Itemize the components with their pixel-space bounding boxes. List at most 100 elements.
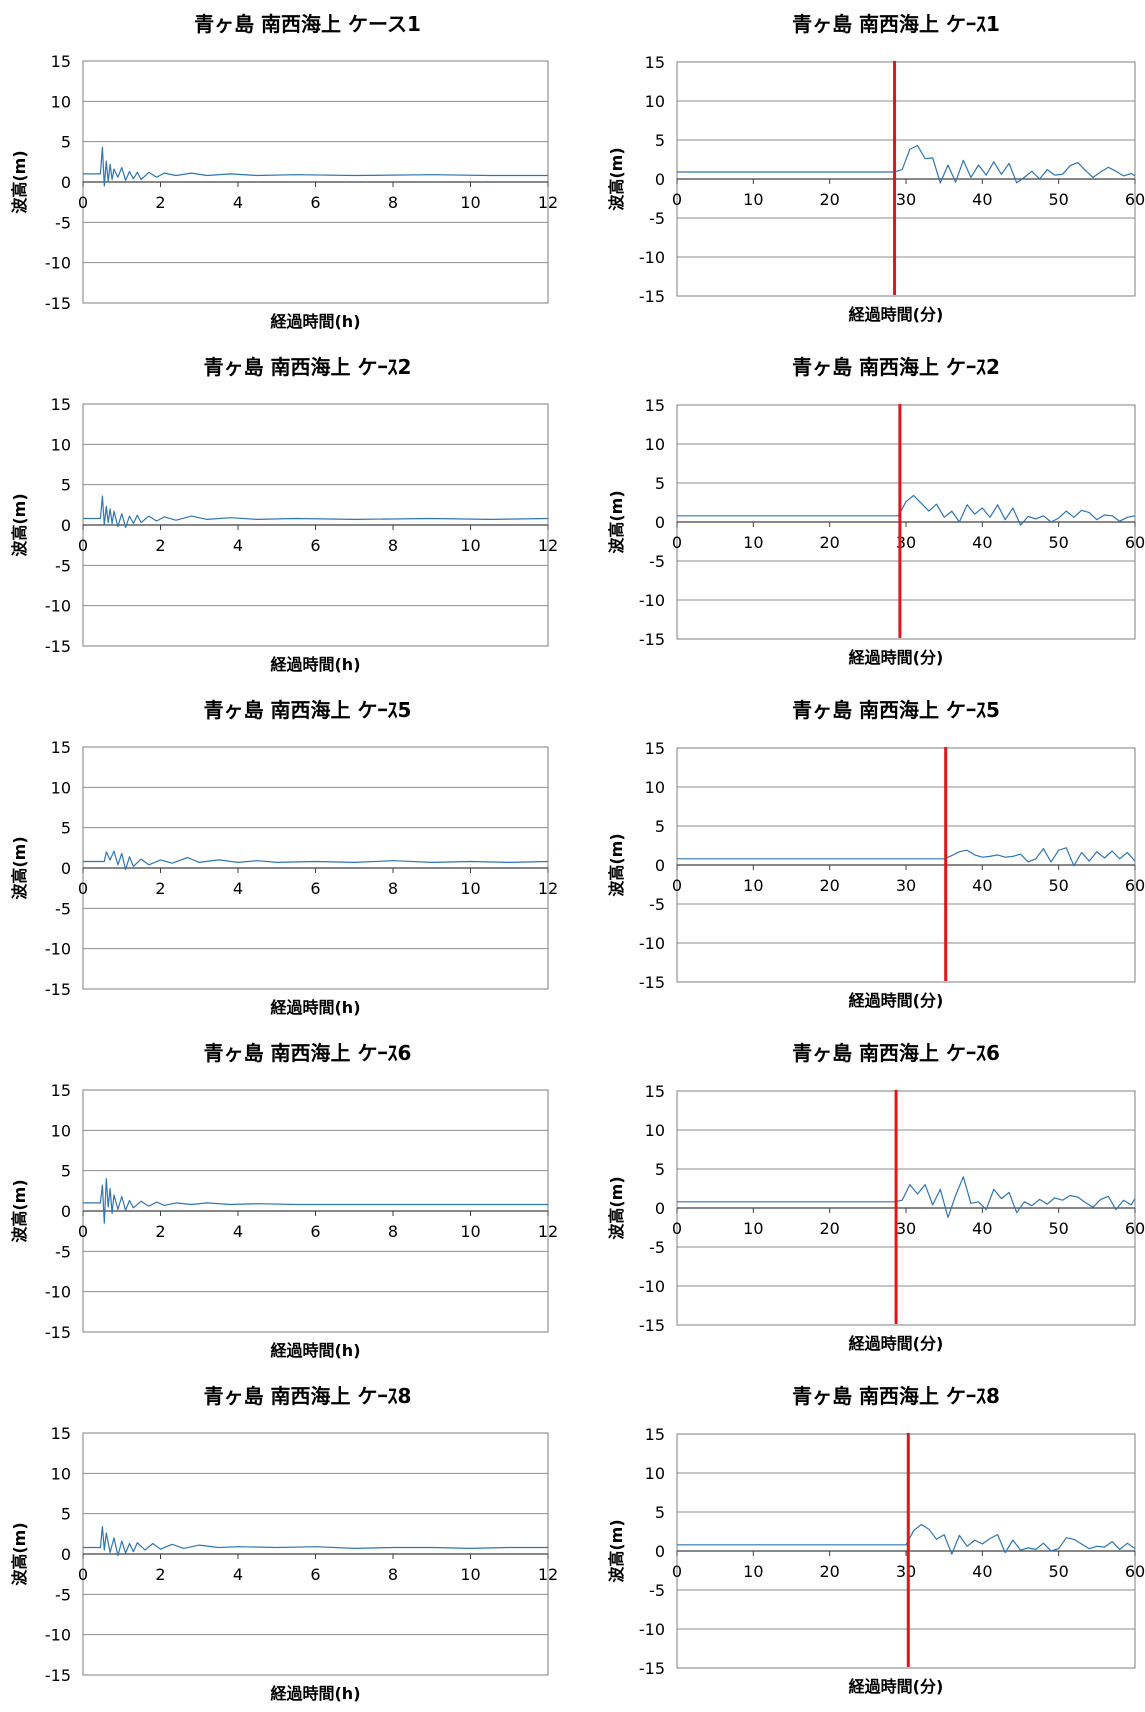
y-tick-label: 0	[61, 859, 71, 878]
y-tick-label: 5	[655, 817, 665, 836]
x-tick-label: 30	[896, 190, 916, 209]
x-tick-label: 12	[538, 879, 558, 898]
x-tick-label: 20	[819, 1562, 839, 1581]
x-tick-label: 40	[972, 876, 992, 895]
y-tick-label: 0	[61, 173, 71, 192]
x-tick-label: 4	[233, 193, 243, 212]
x-tick-label: 2	[155, 536, 165, 555]
x-tick-label: 10	[460, 1565, 480, 1584]
y-tick-label: -15	[45, 980, 71, 999]
y-tick-label: 10	[645, 778, 665, 797]
y-tick-label: 10	[645, 1464, 665, 1483]
chart-title: 青ヶ島 南西海上 ケｰｽ5	[792, 698, 1000, 722]
x-tick-label: 10	[460, 193, 480, 212]
x-axis-label: 経過時間(分)	[849, 1677, 944, 1696]
y-axis-label: 波高(m)	[10, 836, 29, 899]
x-axis-label: 経過時間(h)	[270, 655, 360, 674]
x-tick-label: 0	[672, 190, 682, 209]
x-tick-label: 60	[1125, 876, 1145, 895]
chart-svg: 青ヶ島 南西海上 ケｰｽ8 15 10 5 0 -5 -10 -15 0 2 4 6 8 10 12 経過時間…	[10, 1384, 558, 1703]
chart-title: 青ヶ島 南西海上 ケｰｽ5	[204, 698, 412, 722]
y-tick-label: 15	[645, 53, 665, 72]
x-tick-label: 2	[155, 193, 165, 212]
x-tick-label: 60	[1125, 533, 1145, 552]
chart-title: 青ヶ島 南西海上 ケｰｽ1	[792, 12, 1000, 36]
y-tick-label: -15	[639, 973, 665, 992]
x-tick-label: 8	[388, 1222, 398, 1241]
x-axis-label: 経過時間(h)	[270, 1341, 360, 1360]
y-tick-label: 10	[645, 92, 665, 111]
y-tick-label: 15	[51, 1424, 71, 1443]
x-tick-label: 0	[672, 1219, 682, 1238]
chart-svg: 青ヶ島 南西海上 ケｰｽ2 15 10 5 0 -5 -10 -15 0 2 4 6 8 10 12 経過時間…	[10, 355, 558, 674]
x-tick-label: 30	[896, 1219, 916, 1238]
x-tick-label: 2	[155, 1565, 165, 1584]
x-tick-label: 0	[78, 879, 88, 898]
x-tick-label: 4	[233, 879, 243, 898]
x-tick-label: 0	[78, 1222, 88, 1241]
x-axis-label: 経過時間(分)	[849, 991, 944, 1010]
x-tick-label: 12	[538, 193, 558, 212]
y-tick-label: -15	[45, 294, 71, 313]
y-tick-label: 0	[61, 1545, 71, 1564]
y-axis-label: 波高(m)	[10, 493, 29, 556]
y-tick-label: 15	[51, 52, 71, 71]
x-axis-label: 経過時間(h)	[270, 1684, 360, 1703]
y-tick-label: -15	[639, 1659, 665, 1678]
y-tick-label: -5	[649, 1238, 665, 1257]
x-tick-label: 60	[1125, 1219, 1145, 1238]
chart-title: 青ヶ島 南西海上 ケｰｽ8	[204, 1384, 412, 1408]
y-axis-label: 波高(m)	[10, 1522, 29, 1585]
y-axis-label: 波高(m)	[607, 147, 626, 210]
y-axis-label: 波高(m)	[10, 1179, 29, 1242]
y-tick-label: 0	[655, 856, 665, 875]
y-tick-label: -10	[45, 1283, 71, 1302]
y-tick-label: -5	[649, 552, 665, 571]
y-tick-label: -10	[639, 591, 665, 610]
x-tick-label: 0	[672, 876, 682, 895]
x-tick-label: 12	[538, 1222, 558, 1241]
x-tick-label: 0	[78, 536, 88, 555]
y-tick-label: -5	[649, 895, 665, 914]
series-line	[83, 495, 549, 528]
y-tick-label: -15	[45, 637, 71, 656]
x-tick-label: 10	[743, 876, 763, 895]
chart-svg: 青ヶ島 南西海上 ケース1 15 10 5 0 -5 -10 -15 0 2 4 6 8 10 12 経過時間…	[10, 12, 558, 331]
series-line	[677, 1523, 1136, 1555]
y-tick-label: -15	[45, 1323, 71, 1342]
x-tick-label: 8	[388, 193, 398, 212]
x-tick-label: 50	[1048, 876, 1068, 895]
x-tick-label: 8	[388, 879, 398, 898]
x-tick-label: 10	[460, 536, 480, 555]
y-axis-label: 波高(m)	[607, 1519, 626, 1582]
x-tick-label: 12	[538, 1565, 558, 1584]
y-tick-label: 15	[51, 1081, 71, 1100]
x-tick-label: 2	[155, 1222, 165, 1241]
y-tick-label: 5	[61, 1505, 71, 1524]
series-line	[83, 1178, 548, 1224]
x-tick-label: 20	[819, 876, 839, 895]
y-tick-label: -15	[639, 630, 665, 649]
y-tick-label: 10	[645, 1121, 665, 1140]
y-tick-label: 15	[645, 1082, 665, 1101]
y-tick-label: 0	[61, 1202, 71, 1221]
y-tick-label: -5	[55, 213, 71, 232]
y-axis-label: 波高(m)	[607, 1176, 626, 1239]
series-line	[83, 146, 548, 187]
x-tick-label: 8	[388, 1565, 398, 1584]
x-tick-label: 12	[538, 536, 558, 555]
x-tick-label: 10	[743, 1562, 763, 1581]
chart-panel: 青ヶ島 南西海上 ケース1 15 10 5 0 -5 -10 -15 0 2 4 6 8 10 12 経過時間…	[0, 0, 572, 340]
x-tick-label: 0	[78, 193, 88, 212]
series-line	[677, 1176, 1136, 1218]
y-tick-label: 10	[51, 1121, 71, 1140]
x-tick-label: 40	[972, 1562, 992, 1581]
chart-panel: 青ヶ島 南西海上 ケｰｽ2 15 10 5 0 -5 -10 -15 0 2 4 6 8 10 12 経過時間…	[0, 343, 572, 683]
y-tick-label: 15	[51, 395, 71, 414]
y-tick-label: -10	[45, 1626, 71, 1645]
x-axis-label: 経過時間(分)	[849, 648, 944, 667]
